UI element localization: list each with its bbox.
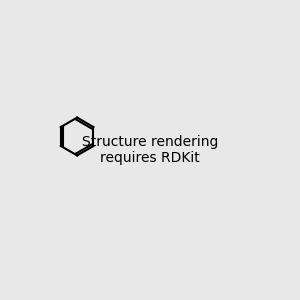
Text: Structure rendering
requires RDKit: Structure rendering requires RDKit xyxy=(82,135,218,165)
